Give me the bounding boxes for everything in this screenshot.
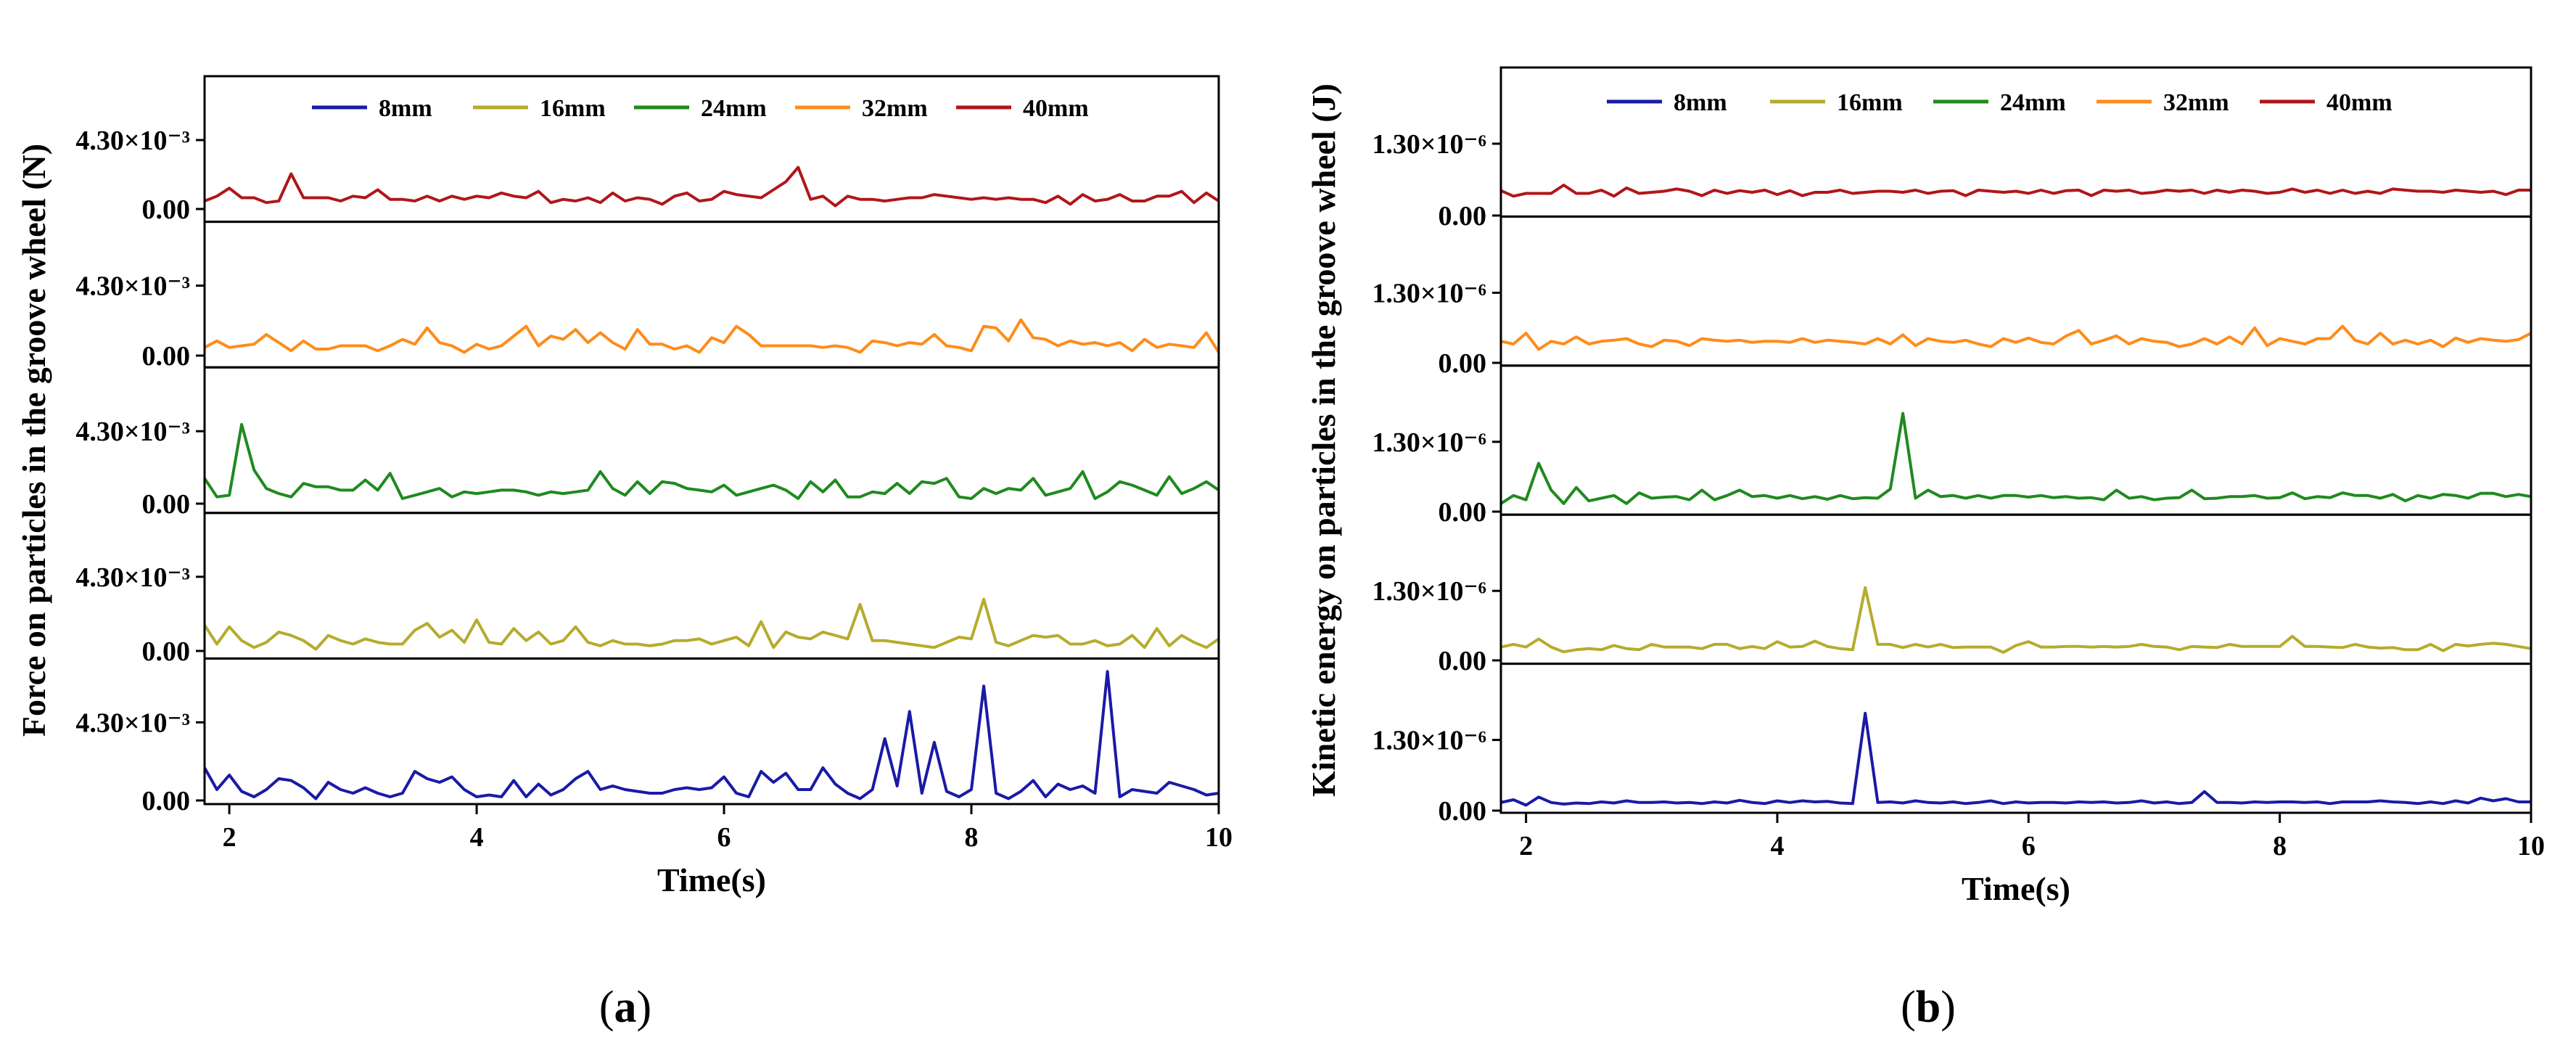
panel-24mm: 0.00 4.30×10⁻³ <box>75 366 1220 520</box>
y-tick-label-40mm-1: 4.30×10⁻³ <box>75 126 190 156</box>
y-tick-label-8mm-0: 0.00 <box>142 786 191 816</box>
panel-8mm: 0.00 1.30×10⁻⁶ <box>1372 663 2532 827</box>
series-line-32mm <box>1500 324 2532 351</box>
y-tick-label-40mm-0: 0.00 <box>142 194 191 225</box>
chart-b-kinetic-energy: 0.001.30×10⁻⁶0.001.30×10⁻⁶0.001.30×10⁻⁶0… <box>1305 66 2545 907</box>
y-tick-label-32mm-0: 0.00 <box>1439 348 1487 379</box>
legend-label-16mm: 16mm <box>540 95 606 122</box>
x-tick-label-3: 8 <box>2273 831 2287 861</box>
y-tick-label-8mm-0: 0.00 <box>1439 796 1487 827</box>
legend-label-32mm: 32mm <box>862 95 928 122</box>
y-tick-label-32mm-1: 1.30×10⁻⁶ <box>1372 278 1486 308</box>
legend-label-24mm: 24mm <box>701 95 767 122</box>
y-tick-label-24mm-1: 4.30×10⁻³ <box>75 417 190 447</box>
y-tick-label-24mm-0: 0.00 <box>1439 497 1487 528</box>
series-line-16mm <box>203 597 1220 651</box>
y-tick-label-16mm-0: 0.00 <box>142 636 191 667</box>
x-tick-label-1: 4 <box>470 822 484 853</box>
chart-a-force: 0.004.30×10⁻³0.004.30×10⁻³0.004.30×10⁻³0… <box>15 75 1233 898</box>
series-line-40mm <box>1500 184 2531 198</box>
legend-label-8mm: 8mm <box>1674 89 1727 116</box>
y-tick-label-24mm-1: 1.30×10⁻⁶ <box>1372 427 1486 458</box>
y-axis-title: Kinetic energy on particles in the groov… <box>1305 83 1342 797</box>
legend: 8mm 16mm 24mm 32mm 40mm <box>1607 89 2392 116</box>
x-tick-label-0: 2 <box>223 822 236 853</box>
y-tick-label-32mm-0: 0.00 <box>142 341 191 372</box>
series-line-40mm <box>204 165 1220 208</box>
y-tick-label-40mm-1: 1.30×10⁻⁶ <box>1372 129 1486 160</box>
series-line-24mm <box>1499 411 2532 505</box>
x-tick-label-0: 2 <box>1519 831 1533 861</box>
panel-40mm: 0.00 1.30×10⁻⁶ <box>1372 66 2532 232</box>
series-line-24mm <box>203 422 1220 500</box>
panel-32mm: 0.00 4.30×10⁻³ <box>75 221 1220 372</box>
x-tick-label-1: 4 <box>1770 831 1784 861</box>
series-line-16mm <box>1500 586 2532 654</box>
legend-label-40mm: 40mm <box>2326 89 2392 116</box>
y-tick-label-16mm-1: 4.30×10⁻³ <box>75 562 190 593</box>
panel-frame-8mm <box>203 657 1220 806</box>
legend-label-40mm: 40mm <box>1023 95 1089 122</box>
x-axis-title: Time(s) <box>1962 870 2070 907</box>
x-tick-label-4: 10 <box>1205 822 1233 853</box>
y-tick-label-16mm-0: 0.00 <box>1439 646 1487 676</box>
legend-label-24mm: 24mm <box>2000 89 2066 116</box>
panel-frame-8mm <box>1499 663 2532 814</box>
y-tick-label-24mm-0: 0.00 <box>142 489 191 520</box>
caption-b: (b) <box>1901 983 1956 1032</box>
y-tick-label-40mm-0: 0.00 <box>1439 201 1487 232</box>
y-tick-label-8mm-1: 1.30×10⁻⁶ <box>1372 726 1486 756</box>
panel-8mm: 0.00 4.30×10⁻³ <box>75 657 1220 816</box>
legend-label-32mm: 32mm <box>2163 89 2229 116</box>
x-axis-title: Time(s) <box>657 861 766 898</box>
panel-16mm: 0.00 1.30×10⁻⁶ <box>1372 513 2532 676</box>
y-tick-label-32mm-1: 4.30×10⁻³ <box>75 271 190 302</box>
series-line-8mm <box>1500 711 2531 807</box>
y-tick-label-8mm-1: 4.30×10⁻³ <box>75 708 190 738</box>
legend-label-16mm: 16mm <box>1837 89 1903 116</box>
legend: 8mm 16mm 24mm 32mm 40mm <box>312 95 1089 122</box>
x-tick-label-2: 6 <box>2022 831 2036 861</box>
legend-label-8mm: 8mm <box>379 95 432 122</box>
series-line-8mm <box>203 670 1219 800</box>
y-tick-label-16mm-1: 1.30×10⁻⁶ <box>1372 576 1486 607</box>
x-tick-label-4: 10 <box>2517 831 2545 861</box>
caption-a: (a) <box>599 983 651 1032</box>
panel-32mm: 0.00 1.30×10⁻⁶ <box>1372 215 2532 379</box>
y-axis-title: Force on particles in the groove wheel (… <box>15 144 52 737</box>
x-tick-label-3: 8 <box>965 822 979 853</box>
series-line-32mm <box>204 318 1220 354</box>
x-tick-label-2: 6 <box>717 822 731 853</box>
